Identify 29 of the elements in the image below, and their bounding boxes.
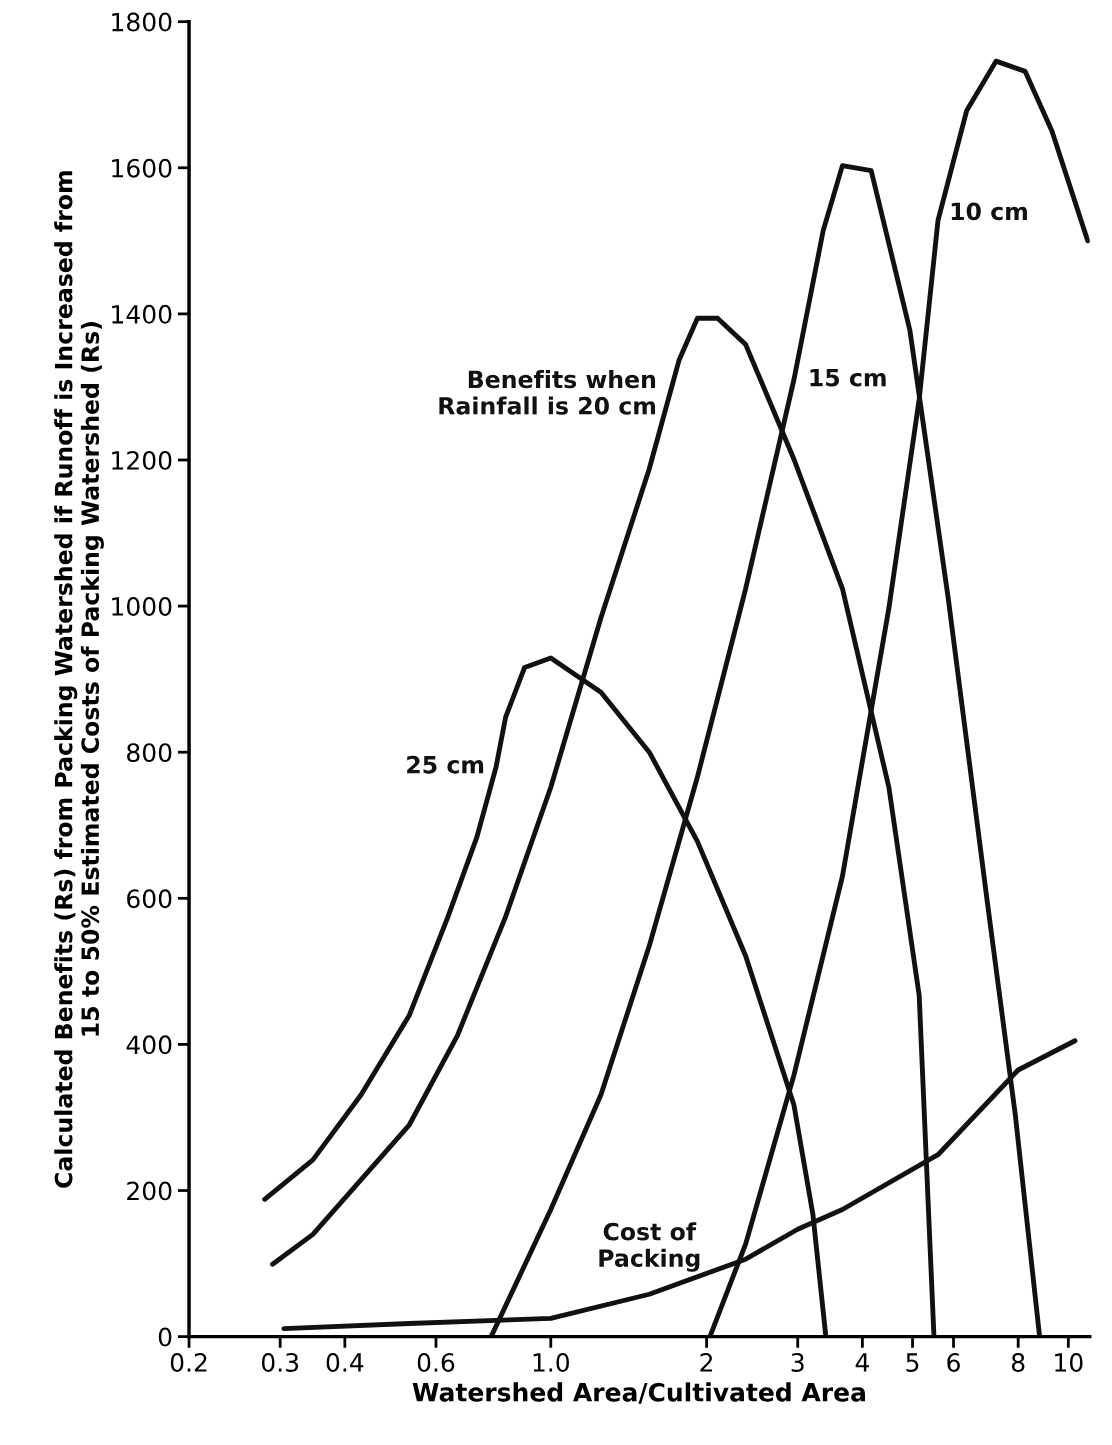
- x-tick-label: 8: [1011, 1353, 1025, 1372]
- y-tick-label: 1600: [112, 158, 172, 178]
- x-tick-label: 0.6: [417, 1353, 455, 1372]
- x-tick-label: 0.2: [170, 1353, 207, 1372]
- x-tick-label: 6: [947, 1353, 960, 1372]
- x-tick-label: 5: [906, 1353, 919, 1372]
- x-tick-label: 1.0: [533, 1353, 570, 1372]
- y-tick-label: 1000: [112, 597, 172, 616]
- series-label: Cost of Packing: [599, 1222, 700, 1272]
- x-axis-title: Watershed Area/Cultivated Area: [412, 1382, 865, 1404]
- x-tick-label: 0.3: [261, 1353, 299, 1372]
- y-tick-label: 1200: [112, 450, 172, 470]
- series-label: Benefits when Rainfall is 20 cm: [439, 369, 656, 415]
- series-label: 15 cm: [810, 368, 886, 387]
- x-tick-label: 4: [855, 1353, 869, 1372]
- y-tick-label: 800: [127, 743, 172, 763]
- y-tick-label: 600: [127, 889, 172, 909]
- x-tick-label: 2: [700, 1353, 713, 1372]
- x-tick-label: 3: [791, 1353, 804, 1372]
- x-tick-label: 0.4: [326, 1353, 364, 1372]
- y-axis-title: Calculated Benefits (Rs) from Packing Watershed if Runoff is Increased from 15 to 50% Estimated Costs of Packing Watershed (Rs): [54, 171, 104, 1188]
- y-tick-label: 1800: [112, 12, 172, 32]
- x-tick-label: 10: [1055, 1353, 1083, 1372]
- y-tick-label: 0: [158, 1327, 172, 1347]
- series-label: 25 cm: [407, 755, 484, 774]
- y-tick-label: 400: [126, 1035, 172, 1055]
- y-tick-label: 200: [127, 1181, 172, 1201]
- series-label: 10 cm: [951, 202, 1027, 221]
- y-tick-label: 1400: [112, 304, 172, 324]
